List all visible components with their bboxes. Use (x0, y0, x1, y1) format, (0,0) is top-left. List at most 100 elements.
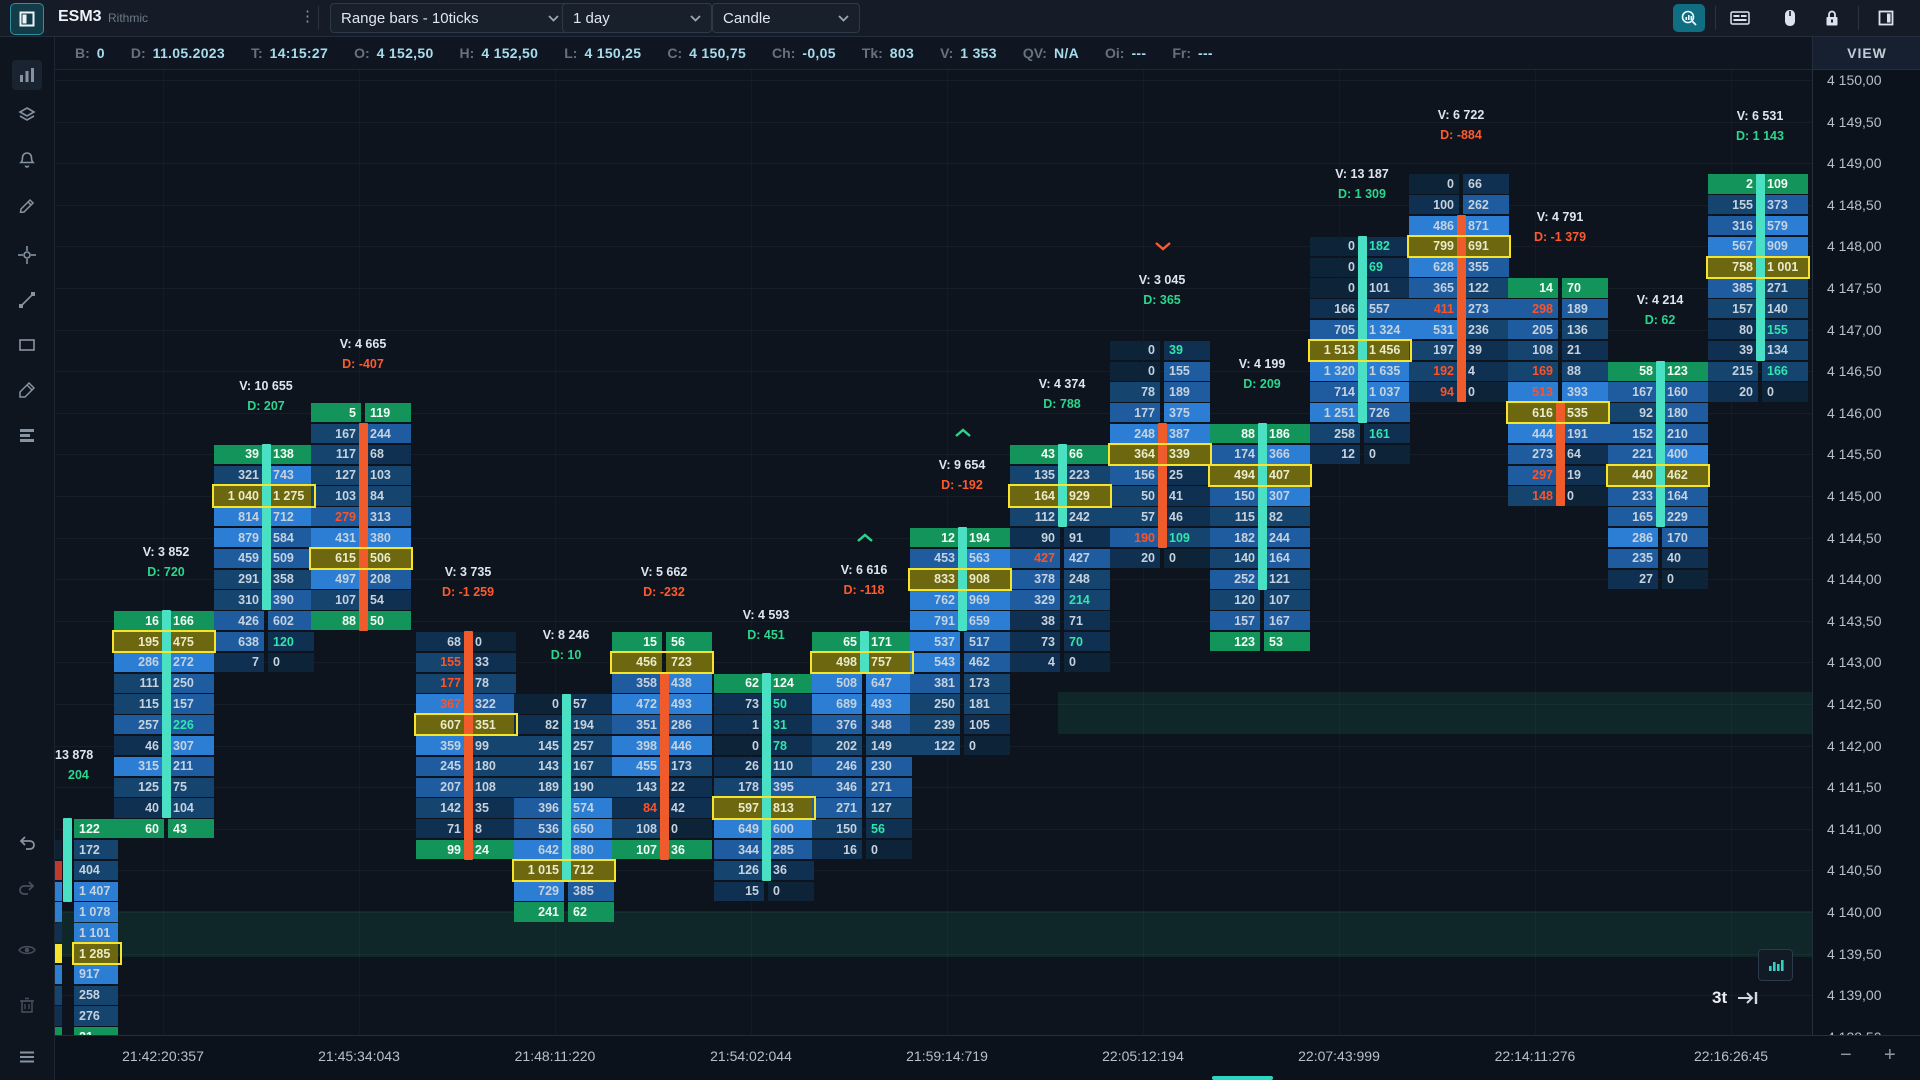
zoom-out-button[interactable]: − (1840, 1044, 1852, 1066)
price-axis[interactable]: VIEW 4 150,00 4 149,50 4 149,00 4 148,50 4 1… (1812, 37, 1920, 1045)
cluster-cell: 16 (812, 839, 862, 860)
cluster-cell: 115 (1210, 507, 1260, 527)
trend-line-icon[interactable] (12, 285, 42, 315)
panel-copy-icon[interactable] (1870, 4, 1902, 32)
data-line-item: H: 4 152,50 (460, 45, 539, 61)
data-line-item: B: 0 (75, 45, 105, 61)
cluster-cell: 438 (666, 673, 712, 693)
cluster-cell: 191 (1562, 423, 1608, 444)
cluster-cell: 4 (1463, 361, 1509, 381)
cluster-cell: 456 (612, 652, 662, 673)
cluster-cell: 0 (964, 735, 1010, 756)
cluster-cell: 0 (1662, 569, 1708, 589)
cluster-cell: 1 285 (74, 943, 118, 964)
mouse-icon[interactable] (1774, 4, 1806, 32)
keyboard-icon[interactable] (1724, 4, 1756, 32)
cluster-cell: 723 (666, 652, 712, 673)
chart-scrollbar-handle[interactable] (1212, 1076, 1273, 1080)
cluster-cell: 173 (964, 673, 1010, 693)
cluster-cell: 814 (214, 507, 264, 527)
cluster-cell: 4 (1010, 652, 1060, 673)
price-axis-label: 4 148,50 (1827, 196, 1882, 213)
cluster-cell: 20 (1708, 382, 1758, 402)
data-line-value: 14:15:27 (269, 45, 329, 61)
cluster-cell-clipped (55, 1027, 62, 1035)
cluster-cell: 346 (812, 777, 862, 797)
cluster-cell: 509 (268, 548, 314, 569)
panel-icon[interactable] (10, 3, 44, 35)
cluster-cell: 358 (612, 673, 662, 693)
bar-delta-label: D: 1 143 (1736, 129, 1784, 143)
cluster-cell: 109 (1762, 174, 1808, 194)
picker-icon[interactable] (12, 240, 42, 270)
h-gridline (55, 454, 1812, 456)
footprint-chart-canvas[interactable]: 16 166 195 475 286 272 111 250 115 157 257 226 46 307… (0, 0, 1812, 1035)
cluster-cell: 194 (568, 715, 614, 735)
period-dropdown[interactable]: Range bars - 10ticks (330, 3, 570, 33)
cluster-cell: 0 (1110, 361, 1160, 381)
data-line-label: L: (564, 45, 578, 61)
cluster-cell: 1 635 (1364, 361, 1410, 381)
cluster-cell: 50 (1110, 486, 1160, 506)
bar-volume-label: V: 3 852 (142, 545, 190, 559)
cluster-cell: 53 (1264, 631, 1310, 652)
cluster-cell: 43 (168, 819, 214, 839)
chart-columns-icon[interactable] (12, 60, 42, 90)
cluster-rows-icon[interactable] (12, 420, 42, 450)
cluster-search-icon[interactable] (1673, 4, 1705, 32)
pencil-icon[interactable] (12, 188, 42, 218)
cluster-cell: 329 (1010, 590, 1060, 610)
h-gridline (55, 787, 1812, 789)
time-axis[interactable]: − + 21:42:20:357 21:45:34:043 21:48:11:220… (0, 1035, 1920, 1080)
price-axis-label: 4 140,50 (1827, 862, 1882, 879)
price-axis-label: 4 149,50 (1827, 113, 1882, 130)
cluster-cell: 0 (1310, 236, 1360, 257)
cluster-cell: 8 (470, 819, 516, 839)
bar-delta-label: D: 788 (1043, 397, 1081, 411)
cluster-cell: 380 (365, 527, 411, 548)
candle-wick (359, 423, 368, 632)
chart-type-dropdown[interactable]: Candle (712, 3, 860, 33)
cluster-cell: 339 (1164, 444, 1210, 465)
cluster-cell: 122 (1463, 278, 1509, 298)
redo-icon[interactable] (12, 873, 42, 903)
trash-icon[interactable] (12, 990, 42, 1020)
cluster-cell: 50 (768, 694, 814, 714)
cluster-cell: 39 (1708, 340, 1758, 361)
view-button[interactable]: VIEW (1813, 37, 1920, 70)
go-to-end-icon[interactable] (1737, 991, 1759, 1005)
rectangle-icon[interactable] (12, 330, 42, 360)
data-line-value: 4 152,50 (481, 45, 539, 61)
cluster-cell: 170 (1662, 527, 1708, 548)
zoom-in-button[interactable]: + (1884, 1044, 1896, 1066)
cluster-cell: 393 (1562, 382, 1608, 402)
cluster-cell: 71 (1064, 611, 1110, 631)
cluster-cell: 359 (416, 735, 466, 756)
lock-icon[interactable] (1816, 4, 1848, 32)
undo-icon[interactable] (12, 828, 42, 858)
timeframe-dropdown[interactable]: 1 day (562, 3, 712, 33)
brush-icon[interactable] (12, 375, 42, 405)
kebab-menu-icon[interactable]: ⋮ (300, 8, 315, 25)
cluster-cell: 78 (768, 735, 814, 756)
candle-wick (464, 631, 473, 860)
symbol-label[interactable]: ESM3 (58, 8, 102, 25)
v-gridline (751, 70, 752, 1035)
menu-icon[interactable] (12, 1042, 42, 1072)
volume-histogram-toggle[interactable] (1758, 949, 1793, 981)
cluster-cell: 46 (1164, 507, 1210, 527)
layers-icon[interactable] (12, 100, 42, 130)
cluster-cell-clipped (55, 881, 62, 901)
cluster-cell: 258 (1310, 423, 1360, 444)
cluster-cell: 444 (1508, 423, 1558, 444)
bar-delta-label: D: 10 (550, 648, 582, 662)
data-line-item: Oi: --- (1105, 45, 1146, 61)
cluster-cell: 108 (470, 777, 516, 797)
bell-icon[interactable] (12, 145, 42, 175)
cluster-cell: 62 (714, 673, 764, 693)
cluster-cell: 616 (1508, 403, 1558, 423)
cluster-cell: 376 (812, 715, 862, 735)
cluster-cell: 38 (1010, 611, 1060, 631)
eye-icon[interactable] (12, 935, 42, 965)
datafeed-label: Rithmic (108, 11, 149, 25)
